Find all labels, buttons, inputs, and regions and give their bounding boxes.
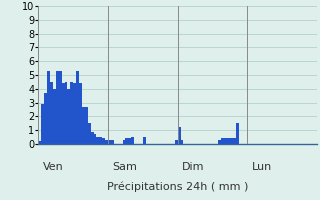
Bar [131,137,134,144]
Bar [53,89,56,144]
Bar [88,123,91,144]
Bar [105,140,108,144]
Bar [70,82,73,144]
Bar [47,71,50,144]
Bar [178,127,180,144]
Bar [128,138,131,144]
Bar [76,71,79,144]
Bar [221,138,224,144]
Bar [175,140,178,144]
Bar [143,137,146,144]
Bar [233,138,236,144]
Bar [180,140,183,144]
Text: Précipitations 24h ( mm ): Précipitations 24h ( mm ) [107,181,248,192]
Bar [44,93,47,144]
Bar [93,134,96,144]
Bar [123,140,125,144]
Bar [91,132,93,144]
Text: Ven: Ven [43,162,63,172]
Bar [224,138,227,144]
Bar [218,140,221,144]
Bar [85,107,88,144]
Bar [102,138,105,144]
Bar [50,82,53,144]
Bar [96,137,99,144]
Bar [230,138,233,144]
Bar [236,123,238,144]
Bar [82,107,85,144]
Bar [108,140,111,144]
Bar [73,83,76,144]
Bar [56,71,59,144]
Bar [41,104,44,144]
Bar [68,89,70,144]
Bar [111,140,114,144]
Bar [38,141,41,144]
Bar [59,71,61,144]
Bar [65,82,68,144]
Bar [62,83,65,144]
Bar [125,138,128,144]
Bar [99,137,102,144]
Text: Sam: Sam [112,162,137,172]
Text: Dim: Dim [182,162,204,172]
Text: Lun: Lun [252,162,272,172]
Bar [79,83,82,144]
Bar [227,138,230,144]
